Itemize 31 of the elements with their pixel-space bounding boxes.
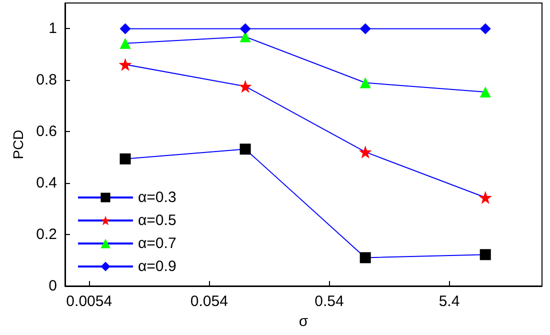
point <box>480 86 491 98</box>
point <box>360 252 371 264</box>
y-tick-label: 0 <box>48 278 57 294</box>
point <box>118 58 132 71</box>
legend-label: α=0.7 <box>138 235 176 252</box>
point <box>238 80 252 93</box>
point <box>120 23 131 34</box>
x-tick-label: 5.4 <box>438 293 460 310</box>
x-tick-label: 0.0054 <box>66 293 112 310</box>
point <box>240 144 251 155</box>
x-tick-label: 0.54 <box>314 293 344 310</box>
point <box>120 38 131 49</box>
point <box>480 249 491 260</box>
point <box>360 23 371 34</box>
point <box>360 77 371 88</box>
y-tick-label: 0.8 <box>36 72 57 89</box>
point <box>358 145 372 158</box>
y-tick-label: 0.2 <box>36 226 57 244</box>
legend-label: α=0.5 <box>138 212 176 229</box>
legend-label: α=0.3 <box>138 189 176 206</box>
point <box>478 191 492 204</box>
x-tick-label: 0.054 <box>190 293 228 310</box>
point <box>120 153 131 164</box>
y-axis-title: PCD <box>10 130 26 160</box>
point <box>240 23 251 34</box>
legend-label: α=0.9 <box>138 258 176 275</box>
y-tick-label: 0.4 <box>36 174 57 192</box>
x-axis-title: σ <box>298 312 309 330</box>
point <box>480 23 491 34</box>
y-tick-label: 0.6 <box>36 123 57 140</box>
y-tick-label: 1 <box>48 20 57 38</box>
